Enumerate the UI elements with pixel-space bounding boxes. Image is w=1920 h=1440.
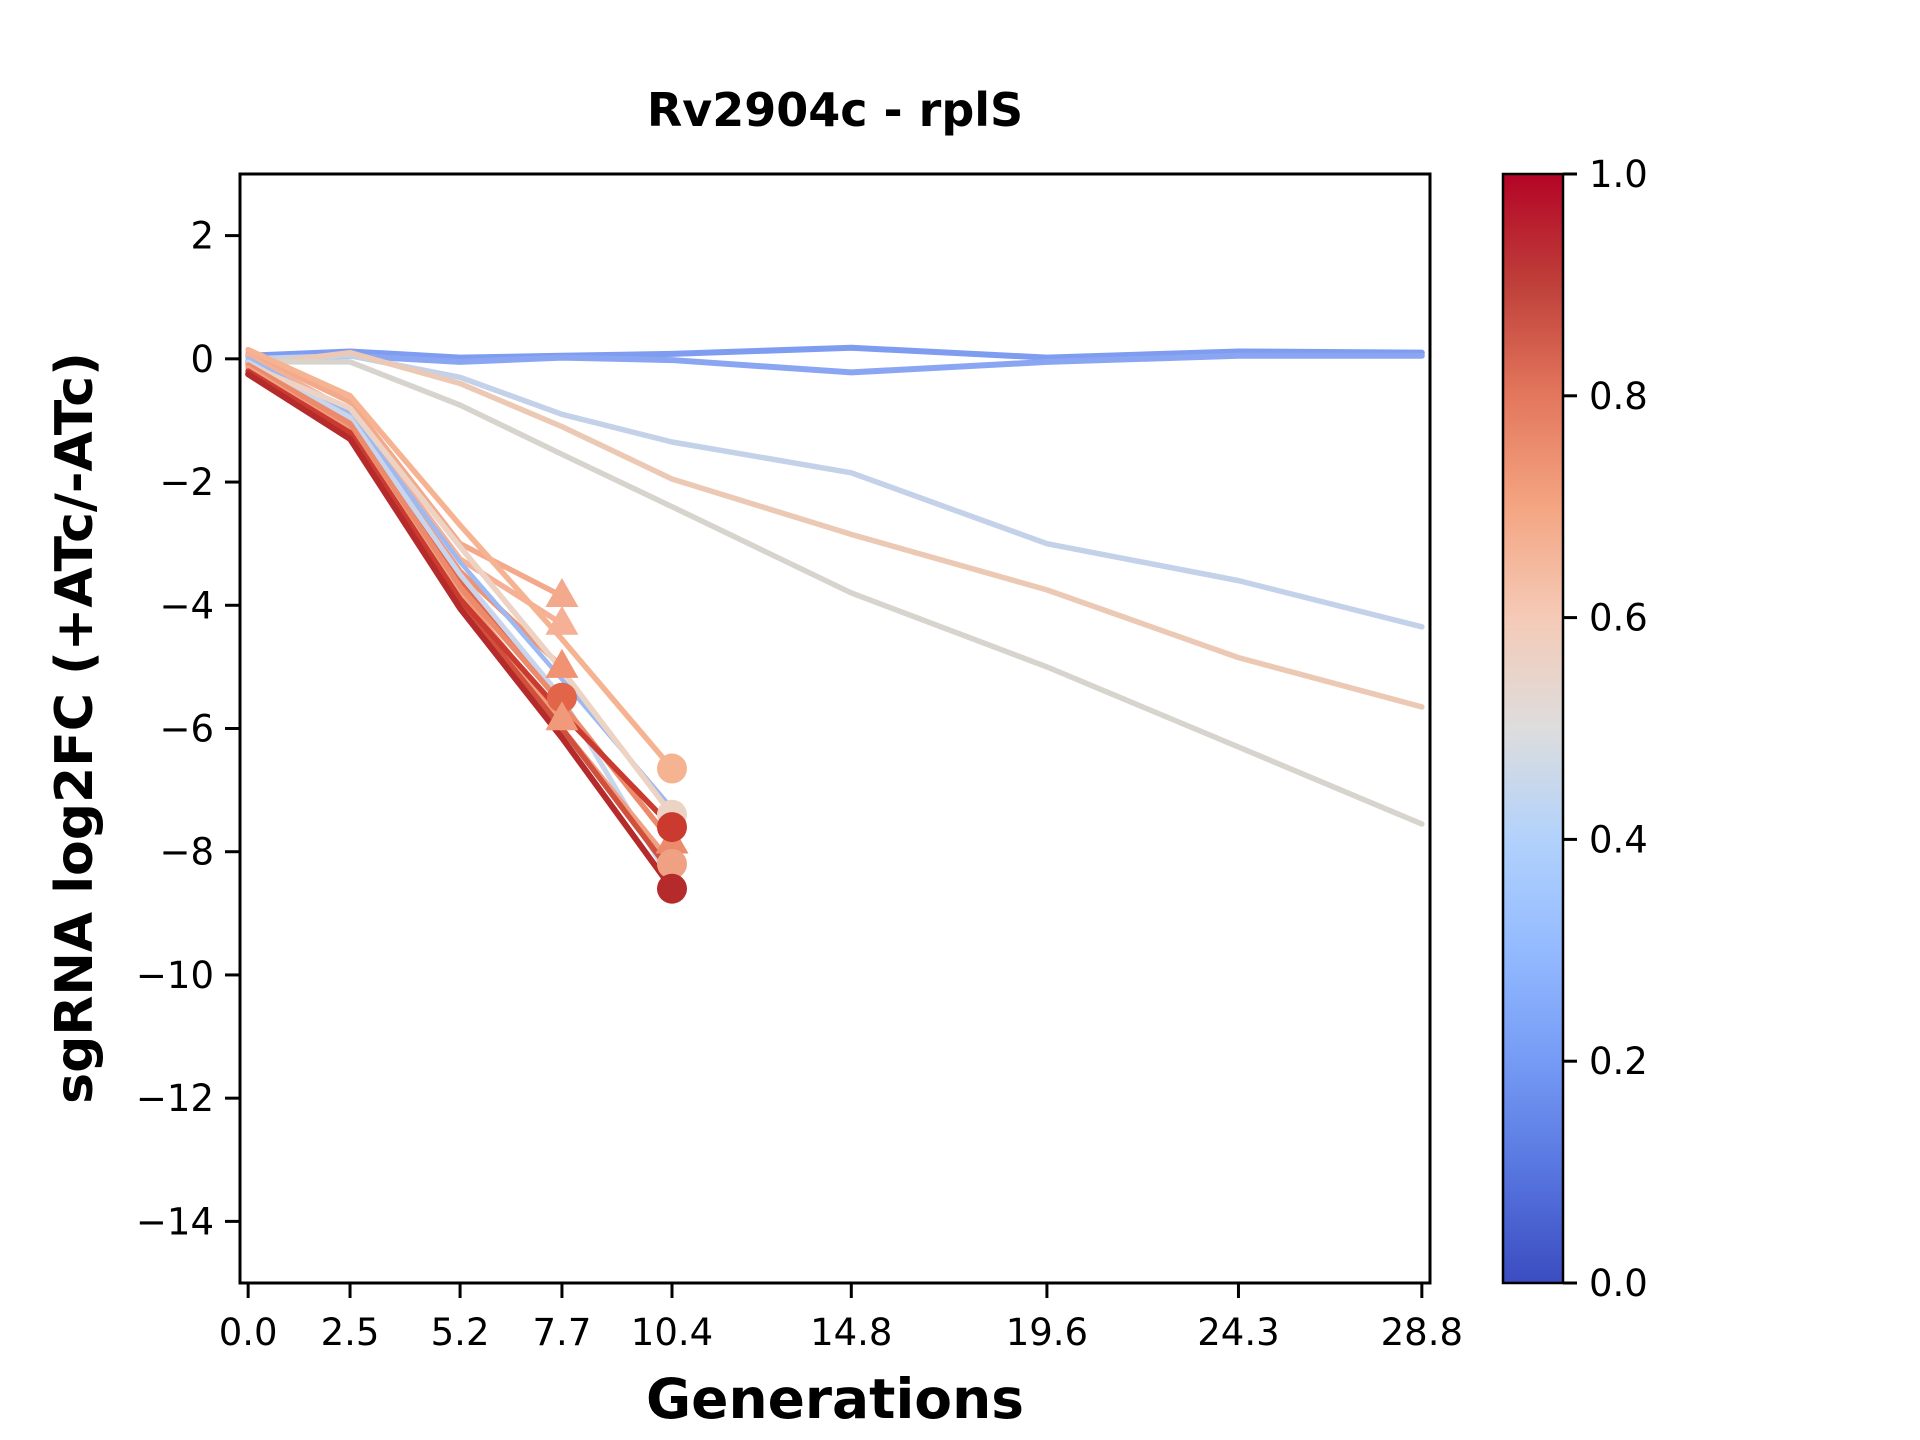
x-tick-label: 24.3 (1197, 1311, 1279, 1354)
sgrna-line-line-01 (245, 344, 1425, 361)
x-tick-label: 7.7 (533, 1311, 592, 1354)
x-tick-label: 14.8 (810, 1311, 892, 1354)
colorbar-tick-label: 0.8 (1589, 375, 1648, 418)
y-tick-label: −4 (159, 584, 214, 627)
end-marker-triangle-line-10 (545, 701, 579, 731)
plot-border (238, 172, 1432, 1285)
colorbar-tick-label: 0.4 (1589, 818, 1648, 861)
y-tick-label: 0 (190, 338, 214, 381)
end-marker-circle-line-09 (546, 682, 577, 713)
y-axis-label: sgRNA log2FC (+ATc/-ATc) (45, 352, 105, 1104)
x-axis-ticks: 0.0 2.5 5.2 7.7 10.4 14.8 19.6 24.3 28.8 (219, 1283, 1463, 1354)
sgrna-line-line-14 (245, 362, 675, 818)
end-marker-triangle-line-08 (545, 648, 579, 678)
series-end-markers (545, 578, 689, 904)
end-marker-circle-line-11 (656, 753, 687, 784)
y-tick-label: −2 (159, 461, 214, 504)
sgrna-line-line-02 (245, 352, 1425, 376)
y-tick-label: −6 (159, 708, 214, 751)
y-tick-label: −14 (136, 1200, 214, 1243)
sgrna-line-line-13 (245, 359, 675, 886)
sgrna-line-line-06 (245, 349, 565, 599)
x-tick-label: 2.5 (321, 1311, 380, 1354)
x-tick-label: 19.6 (1006, 1311, 1088, 1354)
colorbar-tick-label: 0.0 (1589, 1262, 1648, 1305)
y-tick-label: −8 (159, 831, 214, 874)
colorbar-tick-label: 1.0 (1589, 153, 1648, 196)
end-marker-circle-line-19 (656, 873, 687, 904)
x-tick-label: 10.4 (631, 1311, 713, 1354)
x-tick-label: 5.2 (431, 1311, 490, 1354)
colorbar: 0.0 0.2 0.4 0.6 0.8 1.0 (1501, 153, 1648, 1305)
x-tick-label: 0.0 (219, 1311, 278, 1354)
y-tick-label: 2 (190, 215, 214, 258)
end-marker-triangle-line-06 (545, 578, 579, 608)
y-tick-label: −12 (136, 1077, 214, 1120)
data-series (245, 344, 1425, 892)
sgrna-line-line-11 (245, 346, 675, 772)
end-marker-circle-line-18 (656, 812, 687, 843)
colorbar-tick-label: 0.6 (1589, 597, 1648, 640)
x-axis-label: Generations (646, 1367, 1024, 1431)
sgrna-line-line-04 (245, 349, 1425, 710)
end-marker-circle-line-16 (656, 849, 687, 880)
colorbar-gradient (1501, 172, 1565, 1285)
x-tick-label: 28.8 (1381, 1311, 1463, 1354)
colorbar-tick-label: 0.2 (1589, 1040, 1648, 1083)
end-marker-triangle-line-07 (545, 605, 579, 635)
sgrna-line-line-18 (245, 368, 675, 830)
y-tick-label: −10 (136, 954, 214, 997)
chart-title: Rv2904c - rplS (647, 83, 1023, 137)
colorbar-ticks: 0.0 0.2 0.4 0.6 0.8 1.0 (1563, 153, 1648, 1305)
y-axis-ticks: 2 0 −2 −4 −6 −8 −10 −12 −14 (136, 215, 240, 1243)
sgrna-line-line-19 (245, 371, 675, 892)
sgrna-line-line-05 (245, 359, 1425, 827)
